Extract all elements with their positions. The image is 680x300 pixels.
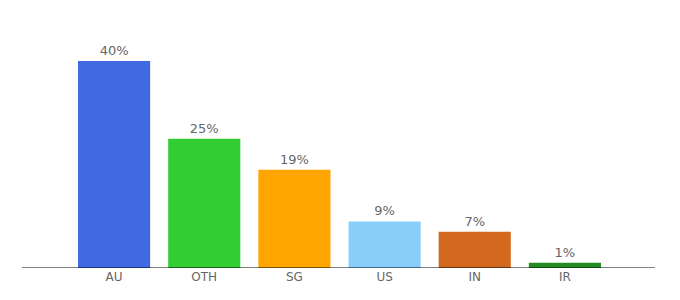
svg-text:1%: 1% <box>555 245 576 260</box>
svg-text:9%: 9% <box>374 203 395 218</box>
svg-text:25%: 25% <box>190 121 219 136</box>
svg-text:IN: IN <box>468 270 481 284</box>
svg-text:US: US <box>376 270 392 284</box>
svg-text:IR: IR <box>559 270 571 284</box>
svg-text:40%: 40% <box>100 43 129 58</box>
svg-text:SG: SG <box>286 270 303 284</box>
svg-text:7%: 7% <box>464 214 485 229</box>
svg-text:OTH: OTH <box>191 270 217 284</box>
svg-text:19%: 19% <box>280 152 309 167</box>
svg-text:AU: AU <box>106 270 123 284</box>
